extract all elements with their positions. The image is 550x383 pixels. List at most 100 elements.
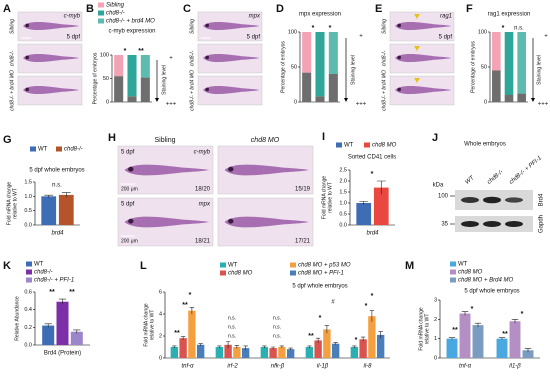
error-bar bbox=[360, 336, 366, 342]
size-label: 35 bbox=[441, 222, 448, 228]
legend-swatch bbox=[290, 270, 296, 276]
chart-title: mpx expression bbox=[299, 12, 341, 18]
bar-segment bbox=[127, 96, 137, 102]
legend-swatch bbox=[450, 261, 456, 267]
count: 18/21 bbox=[195, 239, 211, 245]
y-axis-label: relative to WT bbox=[149, 310, 155, 341]
significance: * bbox=[471, 306, 474, 313]
legend-label: chd8-/- + brd4 MO bbox=[106, 19, 155, 25]
legend-swatch bbox=[26, 261, 32, 267]
x-tick-label: irf-2 bbox=[227, 364, 238, 370]
bar bbox=[269, 348, 277, 358]
significance: n.s. bbox=[228, 315, 236, 321]
chart-title: 5 dpf whole embryos bbox=[292, 284, 347, 290]
y-tick-label: 50 bbox=[481, 64, 487, 70]
legend-label: WT bbox=[228, 263, 238, 269]
error-bar bbox=[315, 337, 321, 343]
legend-swatch bbox=[26, 277, 32, 283]
blot-title: Whole embryos bbox=[464, 142, 506, 148]
legend-label: chd8-/- + PFI-1 bbox=[34, 278, 74, 284]
scale: 200 μm bbox=[121, 238, 138, 244]
significance: * bbox=[521, 311, 524, 318]
y-axis-label: relative to WT bbox=[327, 182, 333, 213]
column-label: chd8 MO bbox=[251, 137, 280, 144]
y-tick-label: 2.0 bbox=[339, 178, 347, 184]
bar-segment bbox=[140, 77, 150, 102]
arrowhead bbox=[344, 98, 348, 102]
y-axis-label: Percentage of embryos bbox=[92, 52, 98, 104]
bar bbox=[56, 301, 69, 345]
x-tick-label: nfk-β bbox=[271, 364, 285, 370]
significance: n.s. bbox=[273, 324, 281, 330]
panel-letter: J bbox=[432, 132, 438, 144]
age: 5 dpf bbox=[67, 35, 81, 41]
staining-label: Staining level bbox=[350, 55, 356, 85]
error-bar bbox=[461, 311, 469, 316]
y-tick-label: 0 bbox=[106, 99, 109, 105]
significance: * bbox=[319, 315, 322, 322]
y-tick-label: 0.5 bbox=[339, 211, 347, 217]
significance: ** bbox=[502, 331, 508, 338]
legend-swatch bbox=[98, 18, 104, 24]
bar bbox=[41, 196, 57, 225]
significance: * bbox=[329, 25, 332, 32]
band bbox=[461, 221, 479, 227]
y-tick-label: 0 bbox=[484, 99, 487, 105]
legend-swatch bbox=[26, 269, 32, 275]
legend-label: chd8 MO bbox=[372, 143, 397, 149]
legend-swatch bbox=[336, 142, 342, 148]
count: 15/19 bbox=[295, 187, 311, 193]
staining-low: + bbox=[544, 34, 548, 40]
bar bbox=[356, 203, 372, 225]
y-tick-label: 100 bbox=[288, 29, 297, 35]
marker: mpx bbox=[199, 202, 211, 208]
chart-title: c-myb expression bbox=[108, 29, 155, 35]
bar bbox=[70, 331, 83, 345]
legend-label: chd8 MO + p53 MO bbox=[298, 263, 351, 269]
bar-segment bbox=[492, 70, 501, 102]
legend-label: chd8-/- bbox=[64, 147, 83, 153]
bar-segment bbox=[517, 93, 526, 102]
y-axis-label: Fold mRNA change bbox=[143, 303, 149, 347]
bar bbox=[359, 339, 367, 358]
y-tick-label: 0.0 bbox=[24, 342, 32, 348]
error-bar bbox=[307, 345, 312, 349]
y-tick-label: 0.5 bbox=[24, 208, 32, 214]
legend-swatch bbox=[450, 269, 456, 275]
error-bar bbox=[262, 345, 267, 349]
legend-swatch bbox=[450, 277, 456, 283]
panel-letter: L bbox=[140, 260, 147, 272]
row-label: Sibling bbox=[189, 19, 195, 34]
staining-low: + bbox=[359, 34, 363, 40]
bar-segment bbox=[302, 72, 312, 102]
significance: * bbox=[371, 171, 374, 178]
chart-title: 5 dpf whole embryos bbox=[29, 168, 84, 174]
arrowhead bbox=[414, 14, 420, 19]
x-tick-label: il-1β bbox=[317, 364, 329, 370]
row-label: chd8-/- bbox=[381, 50, 387, 66]
legend-label: WT bbox=[344, 143, 354, 149]
bar-segment bbox=[492, 32, 501, 71]
row-label: chd8-/- + brd4 MO bbox=[381, 70, 387, 111]
panel-a: A c-myb 5 dpf Sibling chd8-/- chd8-/- + … bbox=[3, 3, 83, 111]
bar bbox=[42, 325, 55, 345]
bar bbox=[496, 338, 508, 358]
marker: mpx bbox=[249, 14, 261, 20]
legend-swatch bbox=[220, 262, 226, 268]
chart-title: rag1 expression bbox=[488, 12, 531, 18]
bar bbox=[278, 347, 286, 358]
y-tick-label: 50 bbox=[291, 64, 297, 70]
y-axis-label: relative to WT bbox=[424, 314, 430, 345]
bar-segment bbox=[127, 55, 137, 97]
significance: n.s. bbox=[514, 26, 524, 32]
error-bar bbox=[44, 323, 52, 328]
count: 17/21 bbox=[295, 239, 311, 245]
legend-label: chd8-/- bbox=[106, 11, 125, 17]
significance: ** bbox=[452, 327, 458, 334]
legend-label: chd8-/- bbox=[34, 270, 53, 276]
chart-title: Sorted CD41 cells bbox=[348, 155, 396, 161]
y-tick-label: 0.4 bbox=[24, 307, 32, 313]
y-tick-label: 1.5 bbox=[339, 189, 347, 195]
x-tick-label: il1-β bbox=[509, 364, 521, 370]
age: 5 dpf bbox=[121, 150, 135, 156]
